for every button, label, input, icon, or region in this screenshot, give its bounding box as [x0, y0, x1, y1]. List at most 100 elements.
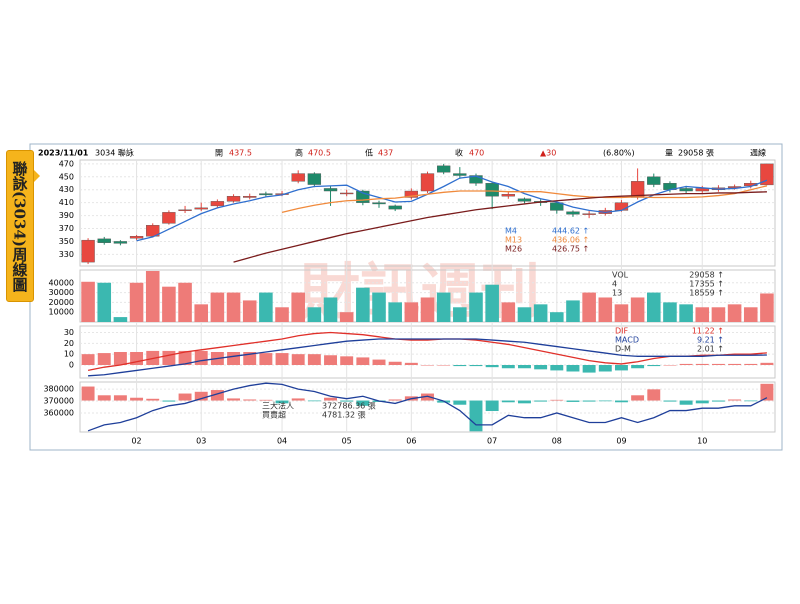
bar [728, 363, 742, 365]
bar [113, 395, 127, 401]
bar [113, 352, 127, 365]
candle-body [194, 207, 208, 210]
volume-bar [259, 292, 273, 322]
bar [695, 363, 709, 365]
bar [81, 354, 95, 365]
y-tick-label: 370 [59, 224, 74, 233]
candle-body [243, 195, 257, 198]
volume-bar [598, 297, 613, 322]
volume-bar [356, 287, 370, 322]
x-tick-label: 10 [697, 437, 707, 446]
y-tick-label: 20000 [49, 298, 74, 307]
bar [324, 397, 337, 401]
volume-bar [646, 292, 661, 322]
bar [760, 383, 774, 401]
y-tick-label: 40000 [49, 278, 74, 287]
legend-name: 4 [612, 280, 617, 289]
volume-bar [533, 304, 548, 322]
volume-bar [145, 270, 160, 322]
candle-body [340, 192, 354, 195]
bar [307, 354, 321, 365]
line-series [87, 382, 768, 432]
volume-bar [469, 292, 483, 322]
candle-body [582, 213, 596, 215]
volume-bar [614, 304, 629, 322]
volume-bar [711, 307, 726, 322]
x-tick-label: 02 [131, 437, 141, 446]
x-tick-label: 08 [552, 437, 562, 446]
bar [744, 400, 758, 402]
y-tick-label: 360000 [43, 408, 74, 417]
candle-body [323, 188, 338, 192]
header-label: 低 [365, 148, 373, 158]
legend-value: 372786.36 張 [322, 402, 376, 411]
volume-bar [81, 281, 95, 322]
bar [421, 393, 434, 401]
legend-name: DIF [615, 327, 629, 336]
header-stock: 3034 聯詠 [95, 148, 134, 158]
candle-body [695, 188, 709, 192]
volume-bar [113, 317, 128, 322]
y-tick-label: 450 [59, 172, 74, 181]
bar [404, 362, 418, 365]
candle-body [307, 173, 322, 185]
bar [647, 389, 661, 401]
y-tick-label: 370000 [43, 397, 74, 406]
candle-body [760, 163, 774, 186]
header-period: 週線 [750, 148, 766, 158]
x-tick-label: 03 [196, 437, 206, 446]
bar [485, 365, 499, 368]
legend-value: 4781.32 張 [322, 411, 366, 420]
line-series [136, 175, 768, 242]
volume-bar [743, 307, 758, 322]
bar [210, 390, 224, 401]
volume-bar [679, 304, 693, 322]
volume-bar [436, 292, 451, 322]
bar [437, 365, 451, 366]
bar [711, 400, 725, 402]
bar [421, 365, 434, 366]
legend-value: 436.06 ↑ [552, 236, 589, 245]
candle-body [162, 212, 176, 224]
volume-bar [485, 284, 499, 322]
volume-bar [210, 292, 225, 322]
bar [598, 400, 612, 402]
bar [614, 400, 628, 403]
header-label: 高 [295, 148, 303, 158]
bar [340, 356, 354, 365]
bar [453, 400, 467, 405]
volume-bar [194, 304, 209, 322]
y-tick-label: 20 [64, 339, 74, 348]
bar [178, 393, 192, 401]
bar [356, 357, 370, 365]
header-label: 開 [215, 149, 223, 158]
candle-body [404, 190, 419, 198]
volume-bar [226, 292, 241, 322]
volume-bar [129, 282, 144, 322]
candle-body [388, 205, 402, 210]
volume-bar [275, 307, 289, 322]
legend-name: 買賣超 [262, 410, 286, 420]
bar [534, 400, 548, 402]
volume-bar [582, 292, 596, 322]
legend-value: 17355 ↑ [689, 280, 724, 289]
bar [97, 353, 111, 365]
bar [97, 395, 111, 401]
y-tick-label: 330 [59, 250, 74, 259]
bar [631, 395, 645, 401]
panel-frame [79, 381, 776, 433]
candle-body [97, 238, 111, 243]
y-tick-label: 350 [59, 237, 74, 246]
volume-bar [97, 282, 112, 322]
legend-value: 9.21 ↑ [697, 336, 724, 345]
bar [194, 391, 208, 401]
y-tick-label: 10000 [49, 308, 74, 317]
y-tick-label: 470 [59, 159, 74, 168]
bar [178, 350, 192, 365]
volume-bar [695, 307, 710, 322]
candle-body [113, 241, 128, 244]
volume-bar [501, 302, 516, 322]
volume-bar [307, 307, 322, 322]
bar [340, 400, 354, 402]
